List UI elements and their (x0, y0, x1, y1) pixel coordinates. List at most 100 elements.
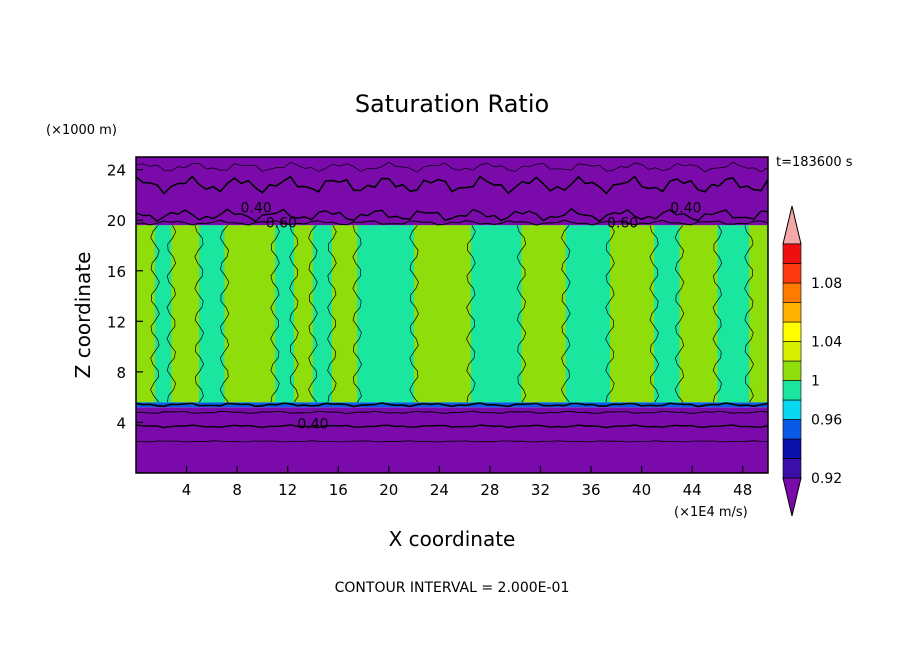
colorbar-label-1: 0.92 (811, 471, 842, 487)
column-boundary-1 (150, 225, 160, 403)
colorbar-swatch-3 (782, 419, 802, 440)
x-tick-label-9: 40 (632, 481, 651, 499)
colorbar-swatch-2 (782, 438, 802, 459)
x-tick-label-10: 44 (683, 481, 702, 499)
column-4 (224, 225, 276, 403)
column-7 (312, 225, 332, 403)
column-17 (717, 225, 750, 403)
column-16 (679, 225, 718, 403)
y-axis-label: Z coordinate (71, 252, 95, 379)
column-boundary-13 (560, 225, 571, 403)
colorbar-swatch-1 (782, 458, 802, 479)
colorbar-swatch-7 (782, 341, 802, 362)
contour-line-6 (135, 424, 769, 429)
column-boundary-16 (674, 225, 685, 403)
column-boundary-18 (744, 225, 754, 403)
colorbar-swatch-9 (782, 302, 802, 323)
column-boundary-9 (352, 225, 362, 403)
column-18 (749, 225, 768, 403)
x-tick-label-0: 4 (182, 481, 192, 499)
x-axis-label: X coordinate (389, 527, 516, 551)
column-boundary-10 (409, 225, 419, 403)
colorbar-swatch-12 (782, 243, 802, 264)
colorbar-swatch-8 (782, 321, 802, 342)
column-boundary-14 (605, 225, 615, 403)
contour-label-4: 0.40 (297, 417, 328, 433)
colorbar-label-11: 1.08 (811, 276, 842, 292)
column-1 (154, 225, 172, 403)
column-boundary-4 (219, 225, 230, 403)
column-5 (275, 225, 294, 403)
column-boundary-7 (308, 225, 318, 403)
column-2 (171, 225, 200, 403)
contour-line-0 (135, 175, 769, 195)
contour-interval-footer: CONTOUR INTERVAL = 2.000E-01 (335, 580, 570, 596)
x-tick-label-7: 32 (531, 481, 550, 499)
column-boundary-15 (649, 225, 660, 403)
column-11 (470, 225, 522, 403)
y-tick-label-3: 16 (107, 263, 126, 281)
column-14 (610, 225, 655, 403)
column-boundary-2 (166, 225, 177, 403)
colorbar-swatch-5 (782, 380, 802, 401)
column-boundary-12 (516, 225, 527, 403)
contour-line-2 (135, 219, 769, 226)
colorbar-label-6: 1 (811, 374, 820, 390)
colorbar-swatch-0 (782, 477, 802, 517)
y-unit-label: (×1000 m) (46, 123, 117, 138)
column-0 (136, 225, 155, 403)
colorbar-swatch-4 (782, 399, 802, 420)
column-3 (199, 225, 225, 403)
contour-line-3 (135, 161, 769, 173)
contour-lines (135, 161, 769, 443)
column-boundary-5 (270, 225, 280, 403)
x-tick-label-3: 16 (329, 481, 348, 499)
colorbar: 0.92 0.96 1 1.04 1.08 (782, 205, 842, 517)
contour-line-5 (135, 410, 769, 415)
column-boundary-8 (327, 225, 337, 403)
column-10 (414, 225, 471, 403)
contour-line-4 (135, 402, 769, 408)
colorbar-swatch-6 (782, 360, 802, 381)
contour-label-2: 0.40 (670, 201, 701, 217)
y-tick-label-0: 4 (116, 414, 126, 432)
colorbar-label-4: 0.96 (811, 413, 842, 429)
colorbar-swatch-10 (782, 282, 802, 303)
band-0 (136, 407, 768, 473)
x-tick-label-5: 24 (430, 481, 449, 499)
contour-label-1: 0.60 (266, 216, 297, 232)
chart-title: Saturation Ratio (355, 90, 549, 118)
column-12 (521, 225, 566, 403)
plot-area (136, 157, 768, 473)
x-tick-label-1: 8 (232, 481, 242, 499)
x-tick-label-11: 48 (733, 481, 752, 499)
colorbar-swatch-11 (782, 263, 802, 284)
column-9 (357, 225, 415, 403)
column-13 (565, 225, 610, 403)
contour-line-7 (135, 440, 768, 443)
y-tick-label-5: 24 (107, 162, 126, 180)
x-unit-label: (×1E4 m/s) (674, 505, 748, 520)
x-tick-label-6: 28 (480, 481, 499, 499)
contour-line-1 (135, 208, 769, 223)
colorbar-swatch-13 (782, 205, 802, 245)
column-boundary-11 (466, 225, 476, 403)
column-15 (654, 225, 680, 403)
x-tick-label-4: 20 (379, 481, 398, 499)
y-tick-label-2: 12 (107, 313, 126, 331)
y-tick-label-1: 8 (116, 364, 126, 382)
colorbar-label-8: 1.04 (811, 335, 842, 351)
x-tick-label-2: 12 (278, 481, 297, 499)
time-label: t=183600 s (776, 155, 853, 170)
contour-label-3: 0.60 (607, 216, 638, 232)
contour-label-0: 0.40 (240, 201, 271, 217)
column-boundary-6 (289, 225, 299, 403)
band-1 (136, 402, 768, 408)
column-8 (331, 225, 358, 403)
y-tick-label-4: 20 (107, 212, 126, 230)
column-boundary-3 (194, 225, 204, 403)
contour-labels: 0.400.600.400.600.40 (240, 201, 701, 433)
plot-frame (135, 156, 769, 474)
